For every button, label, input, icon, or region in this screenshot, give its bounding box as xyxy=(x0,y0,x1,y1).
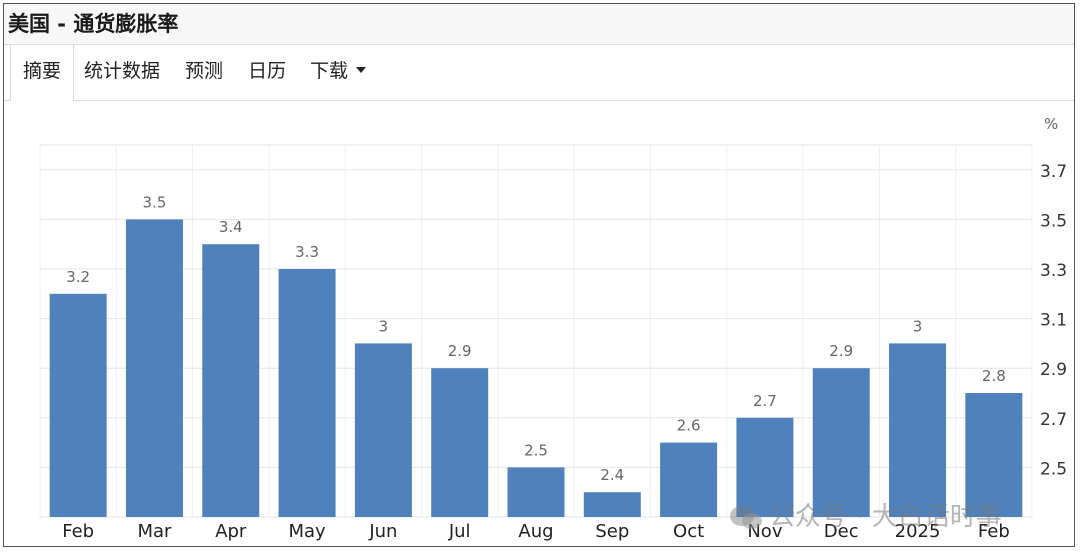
bar xyxy=(889,343,947,517)
plot-area xyxy=(39,144,1033,518)
data-label: 3.3 xyxy=(295,243,319,261)
tab-calendar[interactable]: 日历 xyxy=(248,60,287,82)
bar xyxy=(507,467,565,517)
x-tick-label: Sep xyxy=(595,521,629,542)
y-tick-label: 2.7 xyxy=(1040,410,1067,430)
bar xyxy=(736,417,794,517)
x-tick-label: Aug xyxy=(518,521,553,542)
bar xyxy=(125,219,183,517)
bar xyxy=(431,368,489,517)
watermark: 公众号 · 大白话时事 xyxy=(729,496,1002,533)
tab-download-label: 下载 xyxy=(310,60,349,82)
data-label: 3.2 xyxy=(66,268,90,286)
data-label: 3 xyxy=(913,317,923,335)
watermark-text: 公众号 · 大白话时事 xyxy=(769,502,1002,532)
bar xyxy=(812,368,870,517)
tab-bar: 摘要 统计数据 预测 日历 下载 xyxy=(4,45,1074,101)
title-bar: 美国 - 通货膨胀率 xyxy=(4,4,1074,45)
x-tick-label: 2025 xyxy=(895,521,941,542)
x-tick-label: Jul xyxy=(448,521,471,542)
data-label: 2.5 xyxy=(524,441,548,459)
page-title: 美国 - 通货膨胀率 xyxy=(8,12,179,36)
tab-forecast[interactable]: 预测 xyxy=(185,60,224,82)
y-tick-label: 3.3 xyxy=(1040,261,1067,281)
bar-chart: 2.5 2.7 2.9 3.1 3.3 3.5 3.7% 3.2 Feb 3.5 Mar 3.4 Apr… xyxy=(39,115,1067,542)
data-label: 3.4 xyxy=(219,218,243,236)
caret-down-icon xyxy=(356,66,367,73)
bar xyxy=(965,393,1023,517)
bar xyxy=(202,244,260,517)
data-label: 2.7 xyxy=(753,392,777,410)
bar xyxy=(354,343,412,517)
data-label: 2.8 xyxy=(982,367,1006,385)
bar xyxy=(660,442,718,517)
y-unit-label: % xyxy=(1044,115,1058,133)
x-tick-label: Jun xyxy=(368,521,397,542)
y-tick-label: 3.5 xyxy=(1040,211,1067,231)
data-label: 2.4 xyxy=(600,466,624,484)
x-tick-label: Dec xyxy=(824,521,859,542)
chart-widget: 美国 - 通货膨胀率 摘要 统计数据 预测 日历 下载 2.5 2.7 2.9 3.1… xyxy=(3,3,1075,547)
tab-summary[interactable]: 摘要 xyxy=(10,45,75,101)
data-label: 3.5 xyxy=(143,193,167,211)
y-tick-label: 3.7 xyxy=(1040,162,1067,182)
y-tick-label: 3.1 xyxy=(1040,311,1067,331)
data-label: 2.9 xyxy=(448,342,472,360)
bar xyxy=(278,269,336,517)
x-tick-label: Feb xyxy=(978,521,1010,542)
y-tick-label: 2.5 xyxy=(1040,459,1067,479)
bar xyxy=(49,293,107,517)
x-tick-label: Oct xyxy=(673,521,704,542)
wechat-icon xyxy=(730,505,762,529)
data-label: 2.9 xyxy=(829,342,853,360)
y-tick-label: 2.9 xyxy=(1040,360,1067,380)
data-label: 3 xyxy=(379,317,389,335)
x-tick-label: Feb xyxy=(62,521,94,542)
x-tick-label: May xyxy=(288,521,326,542)
tab-statistics[interactable]: 统计数据 xyxy=(84,60,161,82)
bar xyxy=(583,492,641,517)
x-tick-label: Mar xyxy=(137,521,172,542)
tab-download[interactable]: 下载 xyxy=(298,45,378,100)
data-label: 2.6 xyxy=(677,417,701,435)
x-tick-label: Apr xyxy=(215,521,247,542)
